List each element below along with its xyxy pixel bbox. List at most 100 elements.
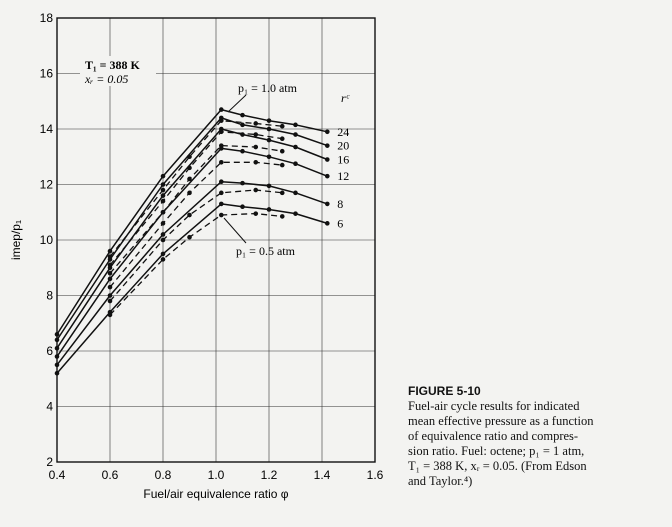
data-point bbox=[160, 257, 166, 262]
data-point bbox=[160, 173, 166, 179]
data-point bbox=[160, 182, 166, 187]
data-point bbox=[293, 211, 298, 216]
data-point bbox=[160, 193, 166, 198]
series-line-rc-20-half-atm bbox=[109, 131, 283, 266]
data-point bbox=[266, 207, 272, 212]
data-point bbox=[325, 143, 330, 148]
y-tick-label: 6 bbox=[46, 344, 53, 358]
data-point bbox=[107, 312, 113, 318]
annotation-p1-high-leader bbox=[227, 94, 247, 113]
series-label-rc-8: 8 bbox=[337, 197, 343, 211]
series-line-rc-12-one-atm bbox=[56, 147, 328, 358]
annotation-p1-high: p₁ = 1.0 atm bbox=[238, 81, 298, 95]
x-tick-label: 0.8 bbox=[155, 468, 172, 482]
data-point bbox=[325, 129, 330, 135]
data-point bbox=[266, 118, 272, 123]
figure-caption: FIGURE 5-10 Fuel-air cycle results for i… bbox=[408, 384, 666, 489]
data-point bbox=[253, 132, 259, 137]
series-line-rc-24-half-atm bbox=[109, 120, 283, 258]
plot-frame bbox=[56, 17, 376, 463]
data-point bbox=[293, 132, 298, 137]
series-line-rc-20-one-atm bbox=[56, 117, 328, 341]
data-point bbox=[219, 118, 224, 123]
data-point bbox=[279, 123, 285, 129]
y-tick-label: 14 bbox=[40, 122, 54, 136]
data-point bbox=[107, 271, 113, 276]
data-point bbox=[107, 284, 113, 290]
caption-line-5: T₁ = 388 K, xᵣ = 0.05. (From Edson bbox=[408, 459, 587, 473]
data-point bbox=[107, 293, 113, 298]
series-line-rc-6-half-atm bbox=[109, 212, 283, 316]
data-point bbox=[325, 201, 330, 207]
caption-line-1: Fuel-air cycle results for indicated bbox=[408, 399, 580, 413]
series-line-rc-8-one-atm bbox=[56, 180, 328, 366]
series-line-rc-6-one-atm bbox=[56, 203, 328, 374]
data-point bbox=[219, 107, 224, 112]
data-point bbox=[187, 165, 192, 171]
data-point bbox=[219, 190, 224, 196]
data-point bbox=[325, 157, 330, 162]
data-point bbox=[279, 190, 285, 196]
series-label-rc-12: 12 bbox=[337, 169, 349, 183]
data-point bbox=[160, 251, 166, 257]
data-point bbox=[160, 221, 166, 226]
series-line-rc-8-half-atm bbox=[109, 189, 283, 302]
data-point bbox=[160, 187, 166, 193]
series-label-rc-6: 6 bbox=[337, 216, 343, 230]
x-tick-label: 1.6 bbox=[367, 468, 384, 482]
data-point bbox=[160, 209, 166, 215]
caption-title: FIGURE 5-10 bbox=[408, 384, 481, 398]
data-point bbox=[107, 248, 113, 254]
rc-header: rᶜ bbox=[341, 91, 350, 105]
data-point bbox=[293, 144, 298, 150]
data-point bbox=[253, 160, 259, 165]
data-point bbox=[219, 212, 224, 218]
condition-xr: xᵣ = 0.05 bbox=[84, 72, 128, 86]
caption-line-2: mean effective pressure as a function bbox=[408, 414, 594, 428]
y-tick-label: 10 bbox=[40, 233, 54, 247]
data-point bbox=[266, 137, 272, 143]
data-point bbox=[253, 144, 259, 150]
conditions-box bbox=[80, 56, 156, 86]
data-point bbox=[107, 276, 113, 282]
data-point bbox=[279, 136, 285, 142]
data-point bbox=[160, 232, 166, 237]
x-tick-label: 1.4 bbox=[314, 468, 331, 482]
y-tick-label: 8 bbox=[46, 289, 53, 303]
series-line-rc-12-half-atm bbox=[109, 161, 283, 288]
data-point bbox=[160, 198, 166, 204]
data-point bbox=[293, 161, 298, 166]
data-point bbox=[160, 237, 166, 243]
annotation-p1-low: p₁ = 0.5 atm bbox=[236, 244, 296, 258]
data-point bbox=[107, 262, 113, 268]
caption-line-4: sion ratio. Fuel: octene; p₁ = 1 atm, bbox=[408, 444, 585, 458]
series-line-rc-16-one-atm bbox=[56, 128, 328, 349]
data-point bbox=[279, 148, 285, 154]
annotation-p1-low-leader bbox=[223, 217, 247, 244]
data-point bbox=[253, 211, 259, 216]
y-tick-label: 4 bbox=[46, 400, 53, 414]
data-point bbox=[279, 162, 285, 168]
data-point bbox=[107, 298, 113, 304]
y-tick-label: 16 bbox=[40, 67, 54, 81]
y-tick-label: 12 bbox=[40, 178, 54, 192]
data-point bbox=[219, 201, 224, 207]
data-point bbox=[240, 148, 245, 154]
data-point bbox=[187, 190, 192, 196]
y-tick-label: 18 bbox=[40, 11, 54, 25]
data-point bbox=[240, 112, 245, 118]
data-point bbox=[325, 173, 330, 179]
data-point bbox=[240, 204, 245, 209]
caption-line-6: and Taylor.⁴) bbox=[408, 474, 473, 488]
data-point bbox=[293, 122, 298, 128]
series-label-rc-20: 20 bbox=[337, 139, 349, 153]
data-point bbox=[279, 214, 285, 219]
data-point bbox=[240, 180, 245, 186]
x-tick-label: 1.2 bbox=[261, 468, 278, 482]
data-point bbox=[187, 212, 192, 218]
y-tick-label: 2 bbox=[46, 455, 53, 469]
data-point bbox=[107, 254, 113, 259]
caption-line-3: of equivalence ratio and compres- bbox=[408, 429, 579, 443]
